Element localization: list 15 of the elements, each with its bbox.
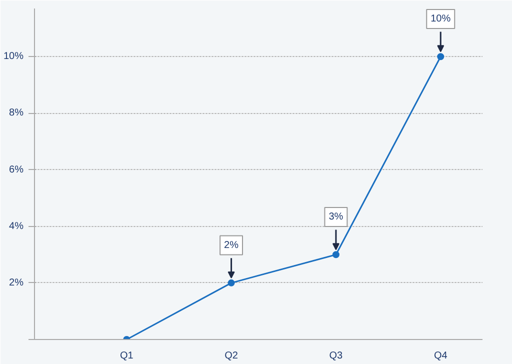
y-tick-label: 8% [9,108,24,119]
y-tick-label: 2% [9,277,24,288]
y-tick-label: 6% [9,164,24,176]
data-label: 2% [224,240,239,251]
x-tick-label: Q4 [434,350,448,362]
y-tick-label: 4% [9,220,24,232]
point [437,53,444,60]
x-tick-label: Q1 [120,350,134,362]
data-label: 3% [328,211,344,222]
point [332,251,340,258]
y-tick-label: 10% [3,51,24,62]
x-tick-label: Q3 [329,350,344,362]
x-tick-label: Q2 [224,350,238,362]
point [228,279,235,286]
data-label: 10% [430,13,451,24]
